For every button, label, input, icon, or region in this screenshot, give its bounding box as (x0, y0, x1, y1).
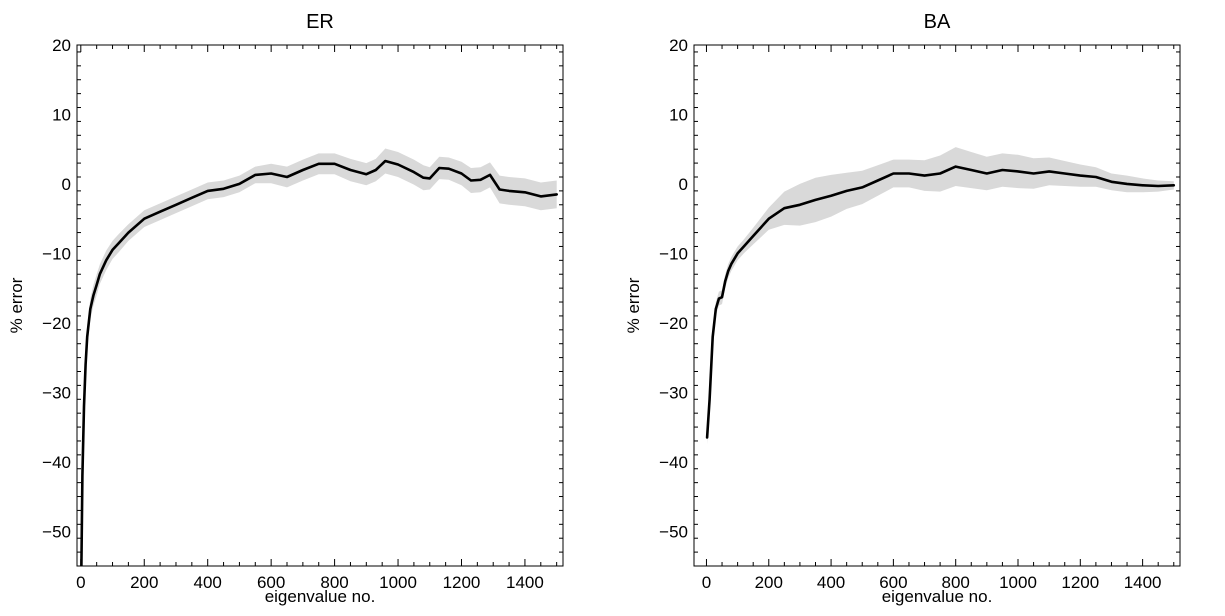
y-axis-label: % error (7, 277, 26, 333)
y-tick-label: −50 (659, 522, 688, 541)
y-tick-label: −20 (42, 314, 71, 333)
x-tick-label: 800 (320, 573, 348, 592)
y-tick-label: −50 (42, 522, 71, 541)
x-tick-label: 1000 (999, 573, 1037, 592)
x-tick-label: 0 (76, 573, 85, 592)
x-axis-label: eigenvalue no. (882, 587, 993, 606)
chart-er: 0 200 400 600 800 1000 1200 1400 20 10 0 −10 −20 −30 −… (7, 11, 564, 606)
x-tick-label: 1000 (379, 573, 417, 592)
x-tick-label: 1200 (443, 573, 481, 592)
y-tick-label: −30 (42, 383, 71, 402)
error-band (81, 148, 557, 566)
y-tick-label: −30 (659, 383, 688, 402)
x-tick-label: 1400 (506, 573, 544, 592)
plot-area (705, 147, 1176, 445)
x-tick-label: 1200 (1061, 573, 1099, 592)
y-tick-label: 10 (669, 105, 688, 124)
series-line (80, 159, 559, 566)
y-tick-label: 20 (669, 36, 688, 55)
x-tick-label: 600 (879, 573, 907, 592)
plot-frame (76, 44, 564, 567)
x-tick-label: 0 (702, 573, 711, 592)
y-tick-label: 20 (52, 36, 71, 55)
x-tick-label: 200 (130, 573, 158, 592)
y-tick-label: −20 (659, 314, 688, 333)
y-axis-label: % error (624, 277, 643, 333)
y-tick-label: −40 (42, 453, 71, 472)
y-tick-label: 10 (52, 105, 71, 124)
x-tick-label: 200 (755, 573, 783, 592)
y-tick-label: 0 (679, 175, 688, 194)
chart-title: ER (306, 11, 334, 33)
x-tick-label: 1400 (1124, 573, 1162, 592)
y-tick-label: 0 (62, 175, 71, 194)
error-band (707, 147, 1174, 445)
x-axis-label: eigenvalue no. (265, 587, 376, 606)
y-tick-label: −10 (42, 244, 71, 263)
chart-title: BA (924, 11, 951, 33)
x-tick-label: 400 (194, 573, 222, 592)
x-tick-label: 600 (257, 573, 285, 592)
chart-ba: 0 200 400 600 800 1000 1200 1400 20 10 0 −10 −20 −30 −… (624, 11, 1181, 606)
plot-frame (693, 44, 1181, 567)
y-tick-label: −10 (659, 244, 688, 263)
series-line (705, 165, 1176, 439)
x-tick-label: 400 (817, 573, 845, 592)
y-tick-label: −40 (659, 453, 688, 472)
plot-area (80, 148, 559, 566)
x-tick-label: 800 (942, 573, 970, 592)
